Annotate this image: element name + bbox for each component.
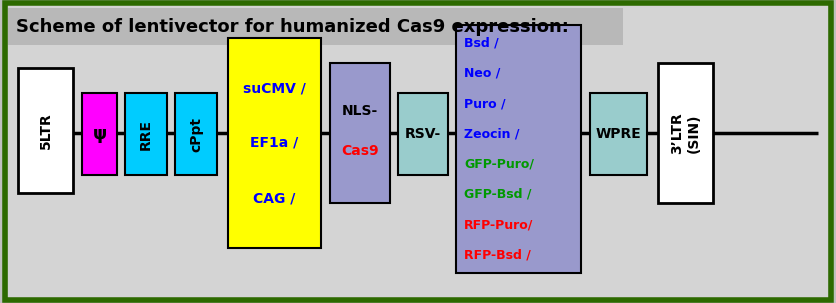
Bar [658,63,713,203]
Bar [228,38,321,248]
Text: cPpt: cPpt [189,116,203,152]
Text: Bsd /: Bsd / [464,36,499,49]
Text: GFP-Bsd /: GFP-Bsd / [464,188,532,201]
Text: RFP-Puro/: RFP-Puro/ [464,218,533,231]
Text: Zeocin /: Zeocin / [464,127,519,140]
Text: Scheme of lentivector for humanized Cas9 expression:: Scheme of lentivector for humanized Cas9… [16,18,568,35]
Text: RSV-: RSV- [405,127,441,141]
Text: NLS-: NLS- [342,104,378,118]
Bar [82,93,117,175]
Bar [590,93,647,175]
Text: GFP-Puro/: GFP-Puro/ [464,158,534,171]
Text: Puro /: Puro / [464,97,506,110]
Bar [398,93,448,175]
Text: RFP-Bsd /: RFP-Bsd / [464,248,531,261]
Text: EF1a /: EF1a / [250,136,298,150]
Bar [456,25,581,273]
Bar [330,63,390,203]
Text: Neo /: Neo / [464,67,501,80]
Text: RRE: RRE [139,118,153,149]
Text: Cas9: Cas9 [341,144,379,158]
Text: WPRE: WPRE [595,127,641,141]
Text: suCMV /: suCMV / [243,81,306,95]
Bar [8,8,623,45]
Text: CAG /: CAG / [253,191,296,205]
Bar [18,68,73,193]
Bar [125,93,167,175]
Text: ψ: ψ [92,125,107,143]
Text: 3’LTR
(SIN): 3’LTR (SIN) [670,112,701,154]
Bar [175,93,217,175]
Text: 5LTR: 5LTR [38,112,53,149]
